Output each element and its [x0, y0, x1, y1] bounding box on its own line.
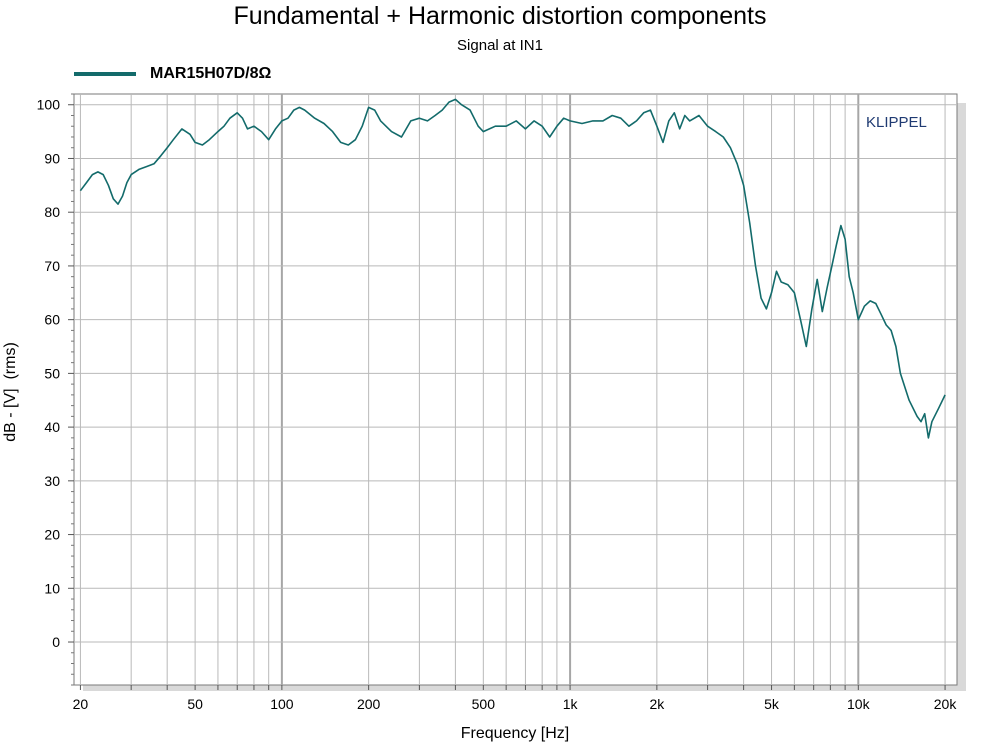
x-tick-label: 2k: [649, 696, 665, 712]
chart-subtitle: Signal at IN1: [457, 37, 543, 54]
x-tick-label: 20k: [934, 696, 958, 712]
legend: MAR15H07D/8Ω: [74, 62, 271, 86]
y-tick-label: 30: [44, 473, 60, 489]
x-tick-label: 10k: [847, 696, 871, 712]
series-group: [79, 98, 946, 439]
y-tick-label: 50: [44, 365, 60, 381]
x-tick-label: 500: [472, 696, 496, 712]
y-tick-label: 70: [44, 258, 60, 274]
x-tick-label: 100: [270, 696, 294, 712]
y-tick-label: 20: [44, 527, 60, 543]
x-tick-label: 200: [357, 696, 381, 712]
y-tick-label: 40: [44, 419, 60, 435]
x-tick-label: 1k: [563, 696, 579, 712]
y-tick-label: 90: [44, 150, 60, 166]
y-tick-label: 60: [44, 312, 60, 328]
y-axis: 0 10 20 30 40 50 60 70 80 90 100: [37, 93, 74, 686]
x-tick-label: 20: [73, 696, 89, 712]
legend-swatch: [74, 72, 136, 76]
x-axis: 20 50 100 200 500 1k 2k 5k 10k 20k: [73, 685, 958, 712]
series-line: [79, 98, 946, 439]
plot-area: [73, 93, 958, 686]
legend-label: MAR15H07D/8Ω: [150, 65, 272, 82]
watermark: KLIPPEL: [866, 114, 927, 131]
x-axis-label: Frequency [Hz]: [461, 725, 569, 742]
y-tick-label: 0: [52, 634, 60, 650]
x-tick-label: 5k: [764, 696, 780, 712]
y-tick-label: 100: [37, 97, 61, 113]
x-tick-label: 50: [187, 696, 203, 712]
y-tick-label: 10: [44, 580, 60, 596]
grid: [74, 94, 957, 685]
y-axis-label: dB - [V] (rms): [2, 342, 19, 442]
y-tick-label: 80: [44, 204, 60, 220]
chart-title: Fundamental + Harmonic distortion compon…: [233, 2, 767, 30]
